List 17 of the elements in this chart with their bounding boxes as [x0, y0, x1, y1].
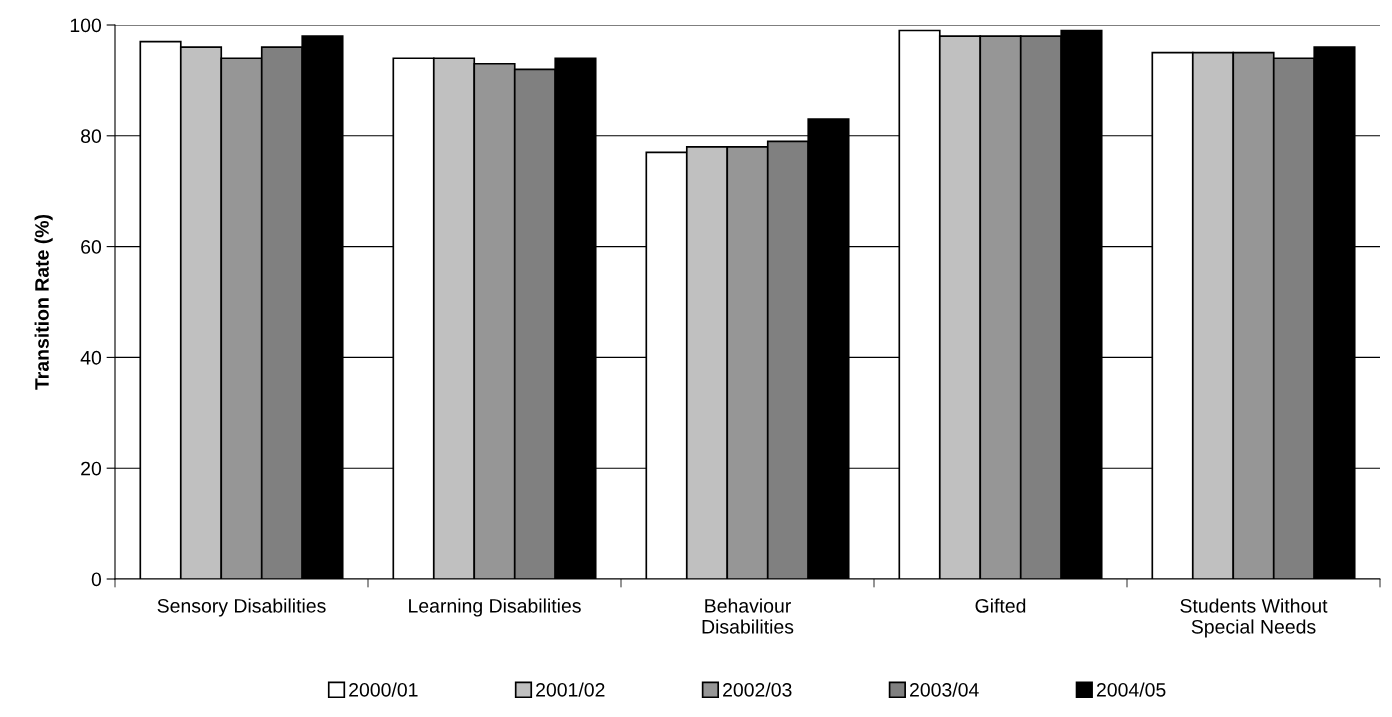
y-tick-label: 40: [80, 350, 102, 365]
legend-label: 2001/02: [536, 682, 605, 697]
y-tick-label: 60: [81, 240, 102, 254]
x-tick-label: Gifted: [975, 598, 1026, 613]
x-tick-label: Sensory Disabilities: [157, 598, 326, 617]
y-tick-label: 80: [81, 129, 102, 144]
y-axis-title: Transition Rate (%): [34, 214, 53, 390]
y-tick-label: 0: [91, 572, 102, 587]
x-tick-label: Students Without Special Needs: [1180, 598, 1328, 638]
legend-label: 2003/04: [910, 682, 979, 697]
legend-label: 2004/05: [1096, 682, 1166, 697]
x-tick-label: Behaviour Disabilities: [702, 598, 794, 634]
x-tick-label: Learning Disabilities: [409, 598, 581, 617]
legend-label: 2000/01: [349, 682, 418, 697]
legend-label: 2002/03: [723, 682, 792, 697]
y-tick-label: 20: [81, 461, 102, 476]
y-tick-label: 100: [70, 18, 102, 33]
